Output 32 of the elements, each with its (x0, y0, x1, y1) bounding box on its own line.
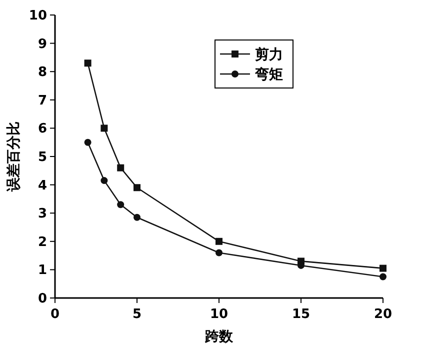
point (100, 124, 108, 132)
x-tick-label: 20 (374, 307, 392, 322)
y-tick-label: 0 (38, 292, 47, 306)
point (216, 238, 222, 245)
y-tick-label: 6 (38, 122, 47, 137)
y-tick-label: 7 (38, 93, 47, 108)
y-tick-label: 5 (38, 150, 47, 165)
point (100, 177, 108, 184)
x-tick-label: 5 (132, 307, 142, 322)
legend-label: 剪力 (255, 46, 283, 63)
x-tick-label: 15 (292, 307, 310, 322)
x-tick-label: 10 (210, 307, 228, 322)
point (84, 60, 92, 67)
legend-label: 弯矩 (254, 66, 283, 83)
x-axis-title: 跨数 (204, 329, 234, 345)
point (117, 201, 124, 208)
point (134, 184, 140, 192)
y-tick-label: 9 (38, 36, 47, 52)
y-tick-label: 4 (38, 178, 47, 194)
y-tick-label: 3 (38, 206, 47, 222)
x-tick-label: 0 (50, 307, 60, 322)
y-tick-label: 10 (28, 8, 47, 24)
point (380, 264, 386, 272)
point (216, 249, 222, 256)
y-tick-label: 8 (38, 65, 47, 80)
point (117, 164, 124, 172)
y-tick-label: 2 (38, 234, 47, 250)
point (380, 273, 386, 280)
point (84, 138, 92, 146)
y-tick-label: 1 (38, 263, 47, 278)
point (134, 214, 140, 221)
y-axis-title: 误差百分比 (6, 122, 22, 192)
